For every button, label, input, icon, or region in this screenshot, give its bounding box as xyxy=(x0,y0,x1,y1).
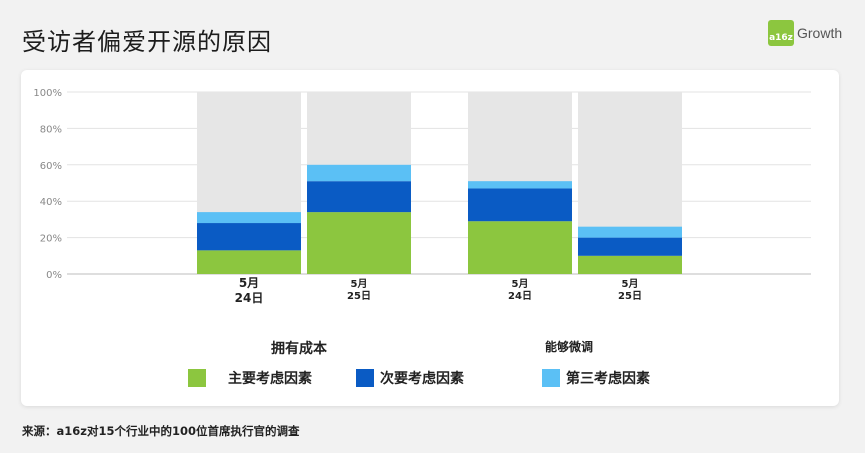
x-tick-label-month: 5月 xyxy=(622,278,639,290)
y-tick-label: 100% xyxy=(33,88,62,99)
bar-segment xyxy=(197,212,301,224)
y-tick-label: 80% xyxy=(40,124,62,135)
bar-segment xyxy=(468,221,572,274)
legend-label-primary: 主要考虑因素 xyxy=(228,371,312,387)
bar-segment xyxy=(578,226,682,238)
x-tick-label-month: 5月 xyxy=(351,278,368,290)
y-tick-label: 20% xyxy=(40,234,62,245)
x-tick-label-day: 24日 xyxy=(235,291,264,305)
source-note: 来源：a16z对15个行业中的100位首席执行官的调查 xyxy=(22,424,300,438)
bars xyxy=(197,92,682,274)
y-tick-label: 0% xyxy=(46,270,62,281)
y-tick-label: 60% xyxy=(40,161,62,172)
x-tick-label-day: 24日 xyxy=(508,290,532,302)
x-tick-label-day: 25日 xyxy=(347,290,371,302)
bar-segment xyxy=(468,181,572,189)
x-tick-label-day: 25日 xyxy=(618,290,642,302)
y-tick-labels: 0% 20% 40% 60% 80% 100% xyxy=(33,88,62,281)
bar-segment xyxy=(578,237,682,256)
bar-segment xyxy=(468,188,572,222)
legend: 主要考虑因素 次要考虑因素 第三考虑因素 xyxy=(21,368,839,392)
bar-segment xyxy=(307,181,411,213)
legend-label-secondary: 次要考虑因素 xyxy=(380,371,464,387)
legend-item-primary: 主要考虑因素 xyxy=(188,368,312,388)
bar-segment xyxy=(578,255,682,274)
legend-swatch-secondary xyxy=(356,369,374,387)
group-label-fine-tuning: 能够微调 xyxy=(545,340,594,354)
bar-segment xyxy=(197,250,301,274)
grid-lines xyxy=(67,91,811,275)
legend-item-secondary: 次要考虑因素 xyxy=(356,368,464,388)
bar-segment xyxy=(307,164,411,182)
group-label-ownership-cost: 拥有成本 xyxy=(271,341,327,357)
chart-card: 0% 20% 40% 60% 80% 100% 5月 24日 5月 25日 5月 24日 5月 25日 … xyxy=(21,70,839,406)
page-title: 受访者偏爱开源的原因 xyxy=(22,28,272,56)
a16z-growth-logo: a16z Growth xyxy=(768,20,842,46)
legend-swatch-tertiary xyxy=(542,369,560,387)
logo-badge: a16z xyxy=(768,20,794,46)
logo-text: Growth xyxy=(797,25,843,41)
legend-item-tertiary: 第三考虑因素 xyxy=(542,368,650,388)
legend-swatch-primary xyxy=(188,369,206,387)
y-tick-label: 40% xyxy=(40,197,62,208)
bar-segment xyxy=(307,212,411,274)
bar-segment xyxy=(197,223,301,251)
x-tick-label-month: 5月 xyxy=(239,276,259,290)
x-tick-label-month: 5月 xyxy=(512,278,529,290)
legend-label-tertiary: 第三考虑因素 xyxy=(566,371,650,387)
